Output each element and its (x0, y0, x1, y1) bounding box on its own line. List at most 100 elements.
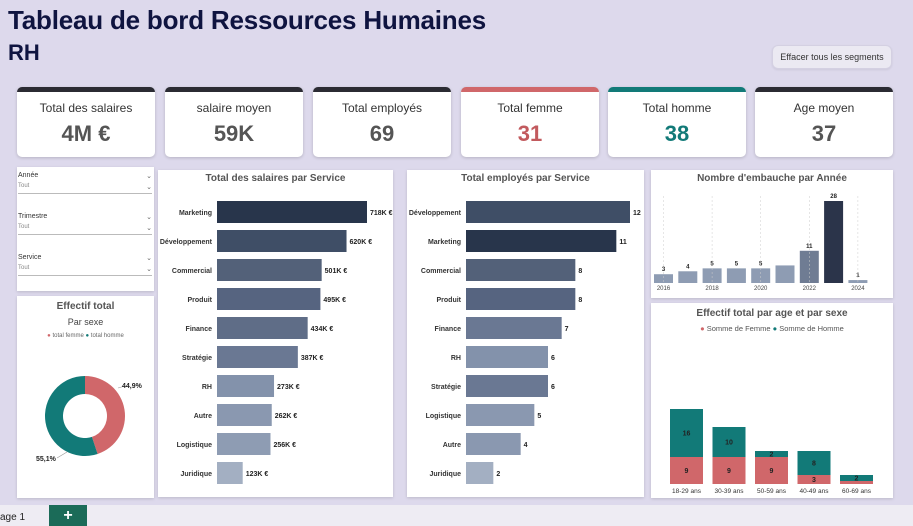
kpi-value: 31 (517, 121, 543, 146)
data-label: 9 (685, 468, 689, 475)
legend-label: Somme de Homme (779, 324, 844, 333)
category-label: Produit (188, 297, 213, 304)
bar (217, 404, 272, 426)
kpi-value: 69 (369, 121, 395, 146)
kpi-total-employes: Total employés 69 (313, 87, 451, 157)
category-label: Autre (443, 442, 461, 449)
data-label: 434K € (311, 326, 334, 333)
slicer-service[interactable]: Service ⌄ Tout ⌄ (18, 254, 152, 276)
bar (466, 375, 548, 397)
data-label: 262K € (275, 413, 298, 420)
bar (466, 259, 576, 281)
bar (678, 271, 698, 283)
category-label: Commercial (172, 268, 212, 275)
chart-age-sexe: Effectif total par age et par sexe ● Som… (651, 303, 893, 498)
data-label: 256K € (273, 442, 296, 449)
chart-embauche-annee: Nombre d'embauche par Année 3 4 5 5 5 11 28 1 20… (651, 170, 893, 298)
category-label: Juridique (180, 471, 212, 478)
slicer-annee[interactable]: Année ⌄ Tout ⌄ (18, 172, 152, 194)
data-label: 12 (633, 210, 641, 217)
category-label: Produit (437, 297, 462, 304)
bar (217, 288, 321, 310)
add-page-button[interactable]: + (49, 505, 87, 526)
bar-homme (712, 427, 746, 457)
tick-label: 2020 (754, 286, 768, 292)
chevron-down-icon[interactable]: ⌄ (146, 173, 152, 180)
category-label: Marketing (428, 239, 461, 246)
category-label: Juridique (429, 471, 461, 478)
donut-label-femme: 44,9% (122, 383, 143, 390)
data-label: 3 (662, 267, 666, 273)
category-label: Stratégie (431, 384, 461, 391)
bar (466, 346, 548, 368)
data-label: 5 (735, 261, 739, 267)
bar (217, 259, 322, 281)
data-label: 501K € (325, 268, 348, 275)
bar (217, 346, 298, 368)
slicer-value[interactable]: Tout (18, 183, 30, 189)
data-label: 2 (855, 476, 859, 483)
data-label: 123K € (246, 471, 269, 478)
bar-femme (670, 457, 703, 484)
donut-legend: ● total femme ● total homme (17, 333, 154, 339)
chevron-down-icon[interactable]: ⌄ (146, 184, 152, 191)
data-label: 9 (770, 468, 774, 475)
data-label: 5 (759, 261, 763, 267)
bar (217, 433, 271, 455)
data-label: 387K € (301, 355, 324, 362)
bar (217, 462, 243, 484)
bar (217, 230, 347, 252)
data-label: 3 (812, 477, 816, 484)
data-label: 28 (830, 194, 837, 200)
legend-dot-icon: ● (700, 324, 705, 333)
bar (466, 288, 576, 310)
data-label: 8 (578, 268, 582, 275)
category-label: Développement (160, 239, 213, 246)
category-label: 50-59 ans (757, 488, 787, 495)
chevron-down-icon[interactable]: ⌄ (146, 255, 152, 262)
tab-page-1[interactable]: age 1 (0, 512, 26, 523)
bar (466, 201, 630, 223)
category-label: RH (451, 355, 461, 362)
bar (217, 201, 367, 223)
donut-subtitle: Par sexe (67, 317, 104, 327)
page-tab-strip (0, 505, 913, 526)
kpi-label: Age moyen (793, 101, 855, 115)
salaires-bars: Marketing 718K € Développement 620K € Commer… (160, 201, 393, 484)
category-label: 60-69 ans (842, 488, 872, 495)
bar (466, 404, 535, 426)
bar (654, 274, 673, 283)
slicer-value[interactable]: Tout (18, 224, 30, 230)
data-label: 16 (683, 431, 691, 438)
chevron-down-icon[interactable]: ⌄ (146, 266, 152, 273)
bar-homme (840, 475, 873, 481)
slicer-label: Trimestre (18, 213, 48, 220)
chart-salaires-service: Total des salaires par Service Marketing… (158, 170, 393, 497)
donut-slice-femme (85, 376, 126, 454)
kpi-label: salaire moyen (196, 101, 272, 115)
bar-homme (755, 451, 788, 457)
page-title: Tableau de bord Ressources Humaines (8, 5, 486, 35)
kpi-total-salaires: Total des salaires 4M € (17, 87, 155, 157)
kpi-total-femme: Total femme 31 (461, 87, 599, 157)
bar-homme (670, 409, 703, 457)
chart-title: Total employés par Service (461, 173, 590, 184)
data-label: 11 (619, 239, 627, 246)
chevron-down-icon[interactable]: ⌄ (146, 225, 152, 232)
legend-label: total homme (90, 333, 124, 339)
slicer-value[interactable]: Tout (18, 265, 30, 271)
bar (466, 317, 562, 339)
kpi-label: Total employés (341, 101, 423, 115)
category-label: Finance (435, 326, 462, 333)
category-label: Développement (409, 210, 462, 217)
category-label: Commercial (421, 268, 461, 275)
slicer-label: Service (18, 254, 42, 261)
category-label: Stratégie (182, 355, 212, 362)
slicer-trimestre[interactable]: Trimestre ⌄ Tout ⌄ (18, 213, 152, 235)
chevron-down-icon[interactable]: ⌄ (146, 214, 152, 221)
clear-segments-button[interactable]: Effacer tous les segments (772, 45, 892, 69)
chart-title: Total des salaires par Service (205, 173, 346, 184)
category-label: RH (202, 384, 212, 391)
data-label: 6 (551, 355, 555, 362)
tick-label: 2024 (851, 286, 865, 292)
